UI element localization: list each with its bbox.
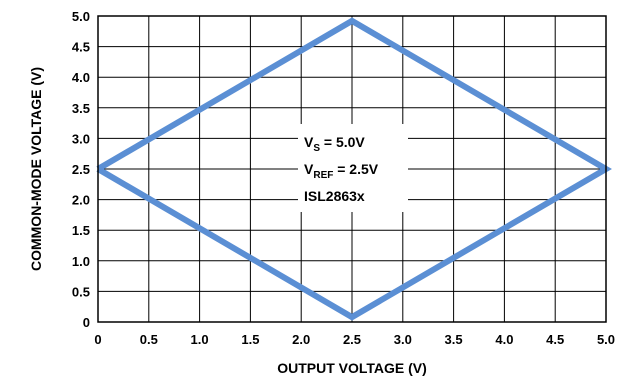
x-tick-label: 2.0 <box>292 332 310 347</box>
y-tick-label: 4.5 <box>72 40 90 55</box>
y-tick-label: 0.5 <box>72 284 90 299</box>
annotation-line: VREF = 2.5V <box>304 161 379 181</box>
y-tick-label: 1.5 <box>72 223 90 238</box>
y-axis-ticks: 0 0.5 1.0 1.5 2.0 2.5 3.0 3.5 4.0 4.5 5.0 <box>72 9 90 330</box>
y-tick-label: 2.5 <box>72 162 90 177</box>
y-axis-label: COMMON-MODE VOLTAGE (V) <box>28 67 44 271</box>
annotation-line: VS = 5.0V <box>304 134 365 154</box>
x-tick-label: 3.5 <box>445 332 463 347</box>
x-tick-label: 3.0 <box>394 332 412 347</box>
x-axis-label: OUTPUT VOLTAGE (V) <box>277 360 427 376</box>
x-tick-label: 0.5 <box>140 332 158 347</box>
annotation: VS = 5.0V VREF = 2.5V ISL2863x <box>304 134 379 204</box>
y-tick-label: 0 <box>83 315 90 330</box>
x-tick-label: 0 <box>94 332 101 347</box>
x-tick-label: 1.5 <box>241 332 259 347</box>
y-tick-label: 4.0 <box>72 70 90 85</box>
y-tick-label: 3.5 <box>72 101 90 116</box>
plot-frame <box>97 15 607 323</box>
x-axis-ticks: 0 0.5 1.0 1.5 2.0 2.5 3.0 3.5 4.0 4.5 5.0 <box>94 332 615 347</box>
x-tick-label: 1.0 <box>191 332 209 347</box>
x-tick-label: 2.5 <box>343 332 361 347</box>
x-tick-label: 5.0 <box>597 332 615 347</box>
x-tick-label: 4.5 <box>546 332 564 347</box>
y-tick-label: 3.0 <box>72 131 90 146</box>
y-tick-label: 2.0 <box>72 193 90 208</box>
annotation-box <box>298 124 408 212</box>
annotation-line: ISL2863x <box>304 188 365 204</box>
y-tick-label: 1.0 <box>72 254 90 269</box>
y-tick-label: 5.0 <box>72 9 90 24</box>
x-tick-label: 4.0 <box>495 332 513 347</box>
